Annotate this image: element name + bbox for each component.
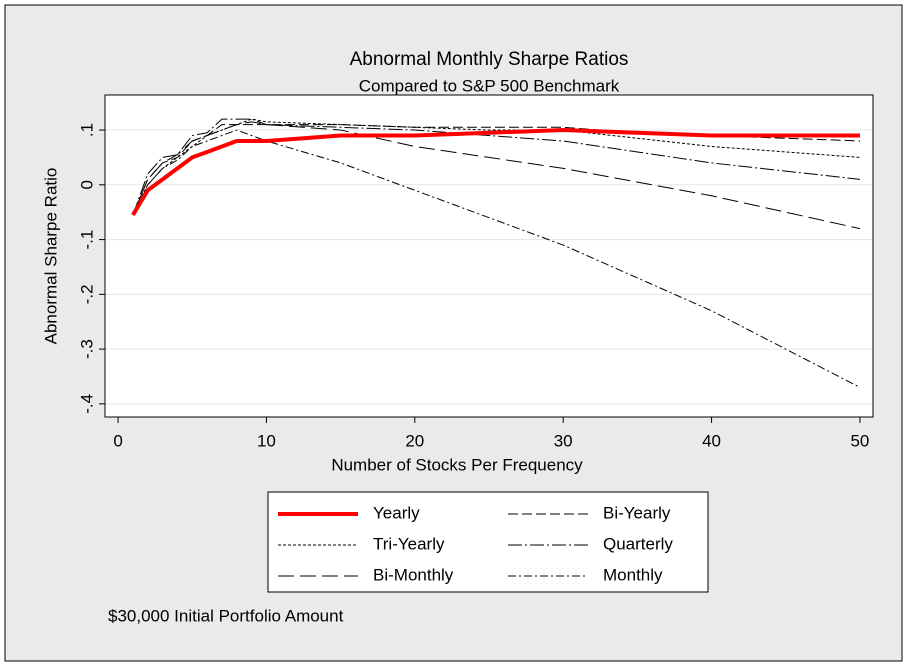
chart-title: Abnormal Monthly Sharpe Ratios xyxy=(350,49,629,70)
x-tick-label: 50 xyxy=(850,431,869,450)
x-tick-label: 30 xyxy=(554,431,573,450)
series-line xyxy=(132,118,860,216)
plot-border xyxy=(104,94,874,418)
legend-label: Tri-Yearly xyxy=(373,534,445,553)
note: $30,000 Initial Portfolio Amount xyxy=(108,606,344,625)
y-tick-label: -.1 xyxy=(77,230,96,250)
legend-label: Bi-Monthly xyxy=(373,565,454,584)
x-tick-label: 40 xyxy=(702,431,721,450)
y-axis-title: Abnormal Sharpe Ratio xyxy=(41,168,60,345)
legend-label: Monthly xyxy=(603,565,663,584)
x-tick-label: 20 xyxy=(405,431,424,450)
y-tick-label: -.2 xyxy=(77,284,96,304)
y-tick-label: -.3 xyxy=(77,339,96,359)
x-axis-title: Number of Stocks Per Frequency xyxy=(331,455,583,474)
y-tick-label: 0 xyxy=(77,180,96,189)
x-tick-label: 10 xyxy=(257,431,276,450)
legend-label: Yearly xyxy=(373,503,420,522)
plot-region xyxy=(105,95,873,417)
series-line xyxy=(132,118,860,216)
legend-label: Quarterly xyxy=(603,534,673,553)
legend-label: Bi-Yearly xyxy=(603,503,671,522)
series-line xyxy=(132,121,861,230)
chart-subtitle: Compared to S&P 500 Benchmark xyxy=(359,76,620,95)
series-line xyxy=(132,129,861,388)
x-tick-label: 0 xyxy=(113,431,122,450)
series-line xyxy=(131,128,860,216)
y-tick-label: -.4 xyxy=(77,394,96,414)
y-tick-label: .1 xyxy=(77,123,96,137)
legend-box xyxy=(267,491,709,593)
